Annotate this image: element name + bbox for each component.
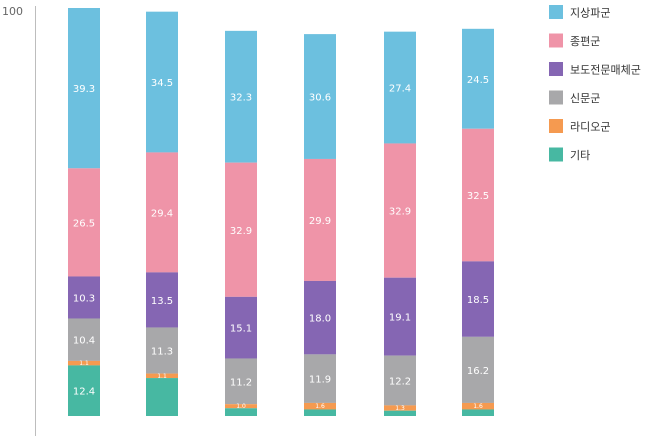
bar-segment xyxy=(225,404,257,409)
data-label: 1.1 xyxy=(79,360,89,367)
legend-label: 기타 xyxy=(570,149,590,162)
data-label: 12.2 xyxy=(389,377,411,388)
y-axis: 100 xyxy=(2,5,36,436)
data-label: 27.4 xyxy=(389,84,411,95)
legend-item: 라디오군 xyxy=(549,119,610,134)
data-label: 1.0 xyxy=(236,403,246,410)
data-label: 30.6 xyxy=(309,93,331,104)
bar-segment xyxy=(68,276,100,319)
legend-label: 보도전문매체군 xyxy=(570,64,641,77)
bar-segment xyxy=(225,296,257,359)
bar-segment xyxy=(462,261,494,337)
data-label: 39.3 xyxy=(73,84,95,95)
bar-segment xyxy=(304,409,336,416)
bar-stack-5: 27.4 32.9 19.1 12.2 1.3 xyxy=(384,31,416,416)
legend-item: 보도전문매체군 xyxy=(549,62,641,77)
legend-item: 종편군 xyxy=(549,33,600,48)
legend-swatch xyxy=(549,119,563,133)
legend-label: 라디오군 xyxy=(570,121,610,134)
data-label: 1.6 xyxy=(473,403,483,410)
data-label: 16.2 xyxy=(467,366,489,377)
legend-swatch xyxy=(549,90,563,105)
bar-segment xyxy=(68,318,100,361)
bar-segment xyxy=(304,354,336,403)
bar-segment xyxy=(68,365,100,416)
bar-segment xyxy=(384,143,416,278)
bar-stack-3: 32.3 32.9 15.1 11.2 1.0 xyxy=(225,30,257,416)
bar-segment xyxy=(384,405,416,411)
legend-swatch xyxy=(549,5,563,19)
bar-segment xyxy=(68,360,100,366)
data-label: 32.5 xyxy=(467,191,489,202)
bar-segment xyxy=(68,168,100,277)
data-label: 13.5 xyxy=(151,296,173,307)
bar-segment xyxy=(225,30,257,163)
legend-item: 지상파군 xyxy=(549,5,610,20)
bar-segment xyxy=(146,327,178,374)
data-label: 1.6 xyxy=(315,403,325,410)
data-label: 18.5 xyxy=(467,295,489,306)
bar-segment xyxy=(462,28,494,129)
data-label: 26.5 xyxy=(73,218,95,229)
legend-item: 기타 xyxy=(549,147,590,162)
bar-stack-2: 34.5 29.4 13.5 11.3 1.1 xyxy=(146,11,178,416)
bar-segment xyxy=(146,373,178,379)
bar-segment xyxy=(304,158,336,281)
legend-swatch xyxy=(549,147,563,162)
data-label: 32.9 xyxy=(230,226,252,237)
bar-segment xyxy=(304,402,336,410)
data-label: 32.9 xyxy=(389,207,411,218)
data-label: 11.2 xyxy=(230,377,252,388)
bar-segment xyxy=(384,31,416,144)
bar-segment xyxy=(146,272,178,328)
bar-segment xyxy=(462,128,494,262)
bars: 39.3 26.5 10.3 10.4 1.1 12.4 34.5 29.4 13.5 11.3 1… xyxy=(68,8,494,416)
data-label: 29.4 xyxy=(151,208,173,219)
data-label: 34.5 xyxy=(151,78,173,89)
legend-label: 신문군 xyxy=(570,92,600,105)
bar-segment xyxy=(225,162,257,297)
bar-segment xyxy=(384,277,416,356)
bar-segment xyxy=(146,11,178,153)
data-label: 32.3 xyxy=(230,93,252,104)
bar-segment xyxy=(146,152,178,273)
legend-swatch xyxy=(549,33,563,48)
legend-swatch xyxy=(549,62,563,76)
data-label: 29.9 xyxy=(309,216,331,227)
data-label: 1.1 xyxy=(157,373,167,380)
data-label: 10.3 xyxy=(73,293,95,304)
legend-item: 신문군 xyxy=(549,90,600,105)
bar-segment xyxy=(146,378,178,416)
data-label: 15.1 xyxy=(230,324,252,335)
data-label: 11.3 xyxy=(151,347,173,358)
y-axis-top-label: 100 xyxy=(2,5,23,18)
data-label: 1.3 xyxy=(395,405,405,412)
data-label: 24.5 xyxy=(467,75,489,86)
bar-segment xyxy=(225,358,257,405)
bar-segment xyxy=(68,8,100,169)
data-label: 19.1 xyxy=(389,313,411,324)
bar-segment xyxy=(462,409,494,416)
data-label: 11.9 xyxy=(309,375,331,386)
bar-segment xyxy=(384,410,416,416)
bar-segment xyxy=(384,355,416,406)
bar-stack-6: 24.5 32.5 18.5 16.2 1.6 xyxy=(462,28,494,416)
bar-segment xyxy=(304,280,336,355)
bar-segment xyxy=(225,408,257,416)
bar-stack-4: 30.6 29.9 18.0 11.9 1.6 xyxy=(304,34,336,416)
legend-label: 지상파군 xyxy=(570,7,610,20)
bar-segment xyxy=(462,402,494,410)
bar-segment xyxy=(304,34,336,159)
data-label: 10.4 xyxy=(73,336,95,347)
legend-label: 종편군 xyxy=(570,35,600,48)
bar-segment xyxy=(462,336,494,403)
data-label: 18.0 xyxy=(309,314,331,325)
bar-stack-1: 39.3 26.5 10.3 10.4 1.1 12.4 xyxy=(68,8,100,416)
data-label: 12.4 xyxy=(73,387,95,398)
